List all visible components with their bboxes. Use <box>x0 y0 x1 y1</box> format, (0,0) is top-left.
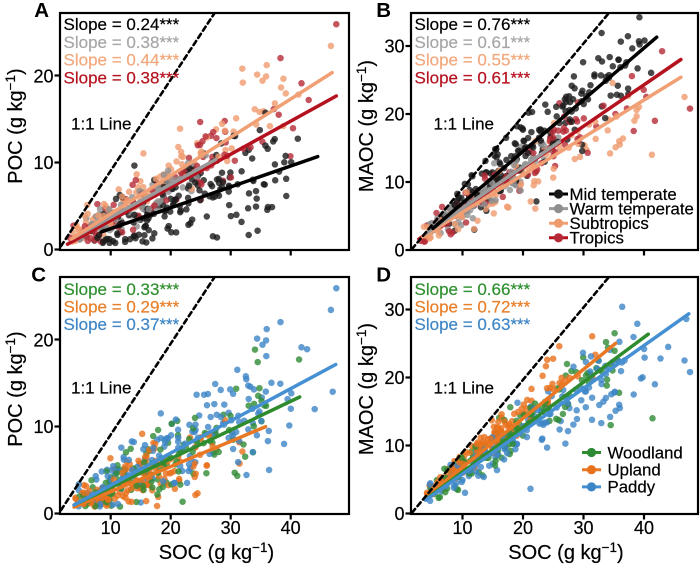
svg-text:10: 10 <box>33 417 53 437</box>
svg-text:10: 10 <box>452 518 472 538</box>
svg-text:1:1 Line: 1:1 Line <box>71 379 132 398</box>
svg-text:20: 20 <box>384 105 404 125</box>
svg-text:POC (g kg−1): POC (g kg−1) <box>3 331 27 446</box>
svg-text:Slope = 0.44***: Slope = 0.44*** <box>64 51 180 70</box>
svg-text:Slope = 0.76***: Slope = 0.76*** <box>415 15 531 34</box>
svg-text:1:1 Line: 1:1 Line <box>71 115 132 134</box>
svg-text:20: 20 <box>513 518 533 538</box>
svg-text:Subtropics: Subtropics <box>570 214 649 233</box>
svg-text:B: B <box>376 0 391 22</box>
svg-text:Slope = 0.37***: Slope = 0.37*** <box>64 315 180 334</box>
svg-text:Woodland: Woodland <box>608 443 683 462</box>
svg-text:Slope = 0.61***: Slope = 0.61*** <box>415 33 531 52</box>
svg-text:MAOC (g kg−1): MAOC (g kg−1) <box>354 323 378 455</box>
svg-text:10: 10 <box>384 173 404 193</box>
svg-text:Slope = 0.29***: Slope = 0.29*** <box>64 298 180 317</box>
svg-text:0: 0 <box>43 504 53 524</box>
svg-text:0: 0 <box>394 504 404 524</box>
svg-text:20: 20 <box>33 67 53 87</box>
svg-text:Slope = 0.55***: Slope = 0.55*** <box>415 51 531 70</box>
svg-text:40: 40 <box>281 518 301 538</box>
svg-text:Slope = 0.33***: Slope = 0.33*** <box>64 280 180 299</box>
svg-text:0: 0 <box>394 241 404 261</box>
svg-text:Slope = 0.63***: Slope = 0.63*** <box>415 315 531 334</box>
svg-text:Tropics: Tropics <box>570 229 624 248</box>
svg-text:D: D <box>376 264 391 287</box>
svg-text:SOC (g kg−1): SOC (g kg−1) <box>508 540 623 564</box>
svg-text:C: C <box>31 264 46 287</box>
svg-text:10: 10 <box>33 153 53 173</box>
svg-text:10: 10 <box>384 436 404 456</box>
svg-text:1:1 Line: 1:1 Line <box>434 115 495 134</box>
svg-text:Warm temperate: Warm temperate <box>570 199 694 218</box>
svg-text:30: 30 <box>221 518 241 538</box>
svg-text:0: 0 <box>43 240 53 260</box>
svg-text:10: 10 <box>101 518 121 538</box>
svg-text:30: 30 <box>384 300 404 320</box>
svg-text:20: 20 <box>384 368 404 388</box>
svg-text:Mid temperate: Mid temperate <box>570 185 677 204</box>
svg-text:1:1 Line: 1:1 Line <box>434 379 495 398</box>
svg-text:Slope = 0.38***: Slope = 0.38*** <box>64 33 180 52</box>
svg-text:Upland: Upland <box>608 461 661 480</box>
svg-text:Slope = 0.72***: Slope = 0.72*** <box>415 298 531 317</box>
svg-text:Slope = 0.66***: Slope = 0.66*** <box>415 280 531 299</box>
svg-text:20: 20 <box>33 331 53 351</box>
svg-text:30: 30 <box>384 37 404 57</box>
svg-text:POC (g kg−1): POC (g kg−1) <box>3 68 27 183</box>
svg-text:Slope = 0.24***: Slope = 0.24*** <box>64 15 180 34</box>
svg-text:Paddy: Paddy <box>608 478 656 497</box>
svg-text:30: 30 <box>573 518 593 538</box>
svg-text:40: 40 <box>634 518 654 538</box>
svg-text:20: 20 <box>161 518 181 538</box>
svg-text:Slope = 0.61***: Slope = 0.61*** <box>415 68 531 87</box>
svg-text:Slope = 0.38***: Slope = 0.38*** <box>64 68 180 87</box>
svg-text:A: A <box>34 0 49 22</box>
